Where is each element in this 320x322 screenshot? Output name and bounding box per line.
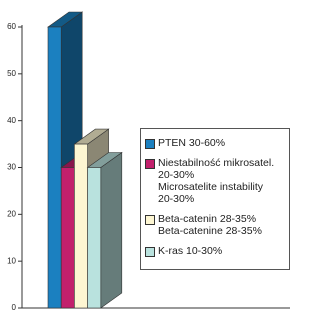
legend-item: Beta-catenin 28-35% Beta-catenine 28-35%	[145, 213, 285, 237]
legend-swatch	[145, 159, 155, 169]
y-tick-label: 30	[7, 163, 16, 172]
y-tick-label: 20	[7, 209, 16, 218]
legend-swatch	[145, 215, 155, 225]
bar	[47, 26, 62, 309]
y-tick-label: 50	[7, 69, 16, 78]
y-tick-label: 40	[7, 116, 16, 125]
y-tick-label: 60	[7, 22, 16, 31]
bar	[87, 167, 102, 309]
legend-item: K-ras 10-30%	[145, 245, 285, 257]
bar-side	[100, 151, 123, 309]
legend-label: PTEN 30-60%	[158, 137, 226, 149]
legend-swatch	[145, 139, 155, 149]
legend: PTEN 30-60% Niestabilność mikrosatel. 20-…	[140, 128, 290, 270]
legend-label: Niestabilność mikrosatel. 20-30% Microsa…	[158, 157, 275, 205]
y-tick-label: 10	[7, 256, 16, 265]
bar	[60, 167, 75, 309]
legend-label: Beta-catenin 28-35% Beta-catenine 28-35%	[158, 213, 262, 237]
legend-swatch	[145, 247, 155, 257]
legend-label: K-ras 10-30%	[158, 245, 223, 257]
legend-item: Niestabilność mikrosatel. 20-30% Microsa…	[145, 157, 285, 205]
plot: 0 10 20 30 40 50 60	[7, 11, 290, 312]
chart: 0 10 20 30 40 50 60 PTEN 30-60% Niestabilność m…	[7, 11, 290, 312]
legend-item: PTEN 30-60%	[145, 137, 285, 149]
y-tick-label: 0	[12, 303, 17, 312]
bar	[74, 143, 88, 309]
